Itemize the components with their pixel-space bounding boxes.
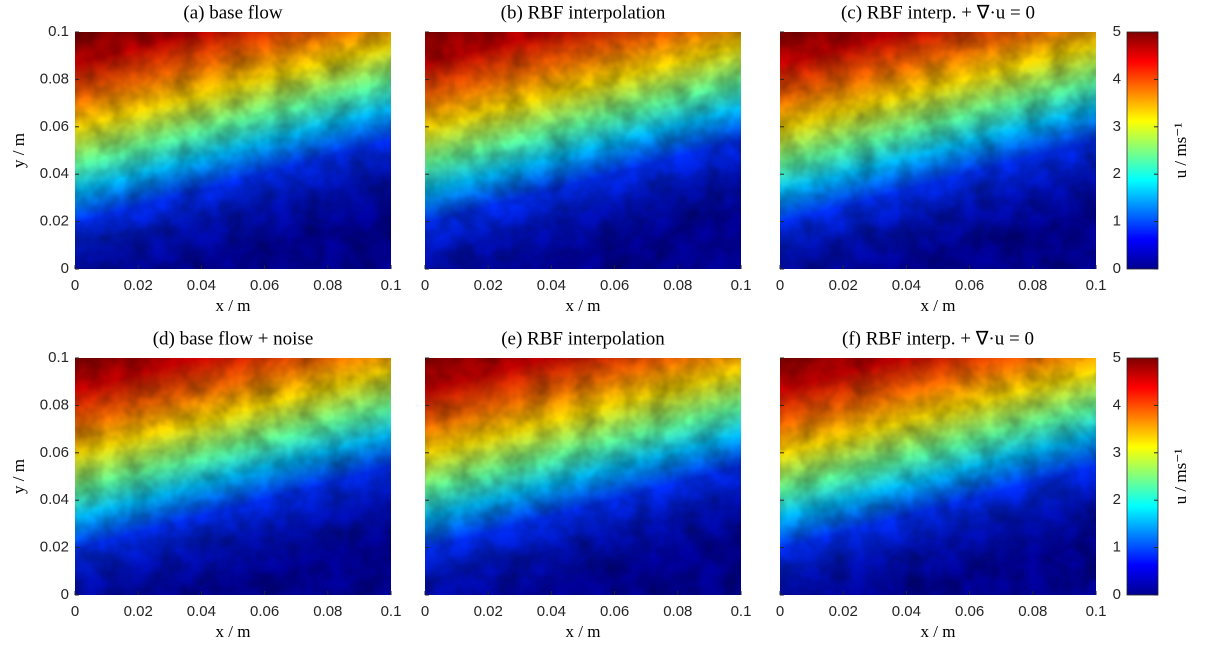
x-axis-label: x / m (921, 296, 956, 315)
x-tick-label: 0.02 (124, 603, 153, 620)
y-tick-label: 0.06 (40, 444, 69, 461)
y-tick-label: 0.08 (40, 396, 69, 413)
x-tick-label: 0.08 (1018, 603, 1047, 620)
x-tick-label: 0.1 (731, 603, 752, 620)
panel-title: (c) RBF interp. + ∇·u = 0 (841, 2, 1035, 23)
x-tick-label: 0 (776, 277, 784, 294)
x-tick-label: 0.06 (250, 277, 279, 294)
colorbar-tick-label: 1 (1113, 539, 1121, 556)
x-axis-label: x / m (921, 622, 956, 641)
x-tick-label: 0.06 (600, 277, 629, 294)
panel-title: (b) RBF interpolation (501, 2, 666, 23)
y-tick-label: 0.1 (48, 23, 69, 40)
colorbar-tick-label: 4 (1113, 70, 1121, 87)
panel-title: (e) RBF interpolation (501, 328, 665, 349)
colorbar (1126, 357, 1159, 596)
y-tick-label: 0.06 (40, 118, 69, 135)
colorbar (1126, 31, 1159, 270)
x-tick-label: 0.1 (731, 277, 752, 294)
x-tick-label: 0.04 (187, 277, 216, 294)
colorbar-tick-label: 2 (1113, 165, 1121, 182)
x-tick-label: 0 (421, 277, 429, 294)
x-tick-label: 0.1 (1086, 603, 1107, 620)
x-tick-label: 0.04 (537, 603, 566, 620)
x-tick-label: 0 (421, 603, 429, 620)
x-tick-label: 0.06 (600, 603, 629, 620)
panel-title: (d) base flow + noise (153, 328, 314, 349)
y-tick-label: 0.04 (40, 491, 69, 508)
x-tick-label: 0.04 (892, 603, 921, 620)
x-tick-label: 0.06 (955, 277, 984, 294)
x-axis-label: x / m (216, 296, 251, 315)
y-tick-label: 0.04 (40, 165, 69, 182)
panel-title: (f) RBF interp. + ∇·u = 0 (842, 328, 1034, 349)
heatmap-texture (425, 32, 741, 269)
x-tick-label: 0.1 (381, 603, 402, 620)
y-tick-label: 0.02 (40, 539, 69, 556)
x-tick-label: 0.02 (829, 277, 858, 294)
x-axis-label: x / m (566, 296, 601, 315)
x-tick-label: 0.08 (663, 603, 692, 620)
y-axis-label: y / m (9, 459, 28, 494)
colorbar-tick-label: 1 (1113, 213, 1121, 230)
x-axis-label: x / m (566, 622, 601, 641)
colorbar-tick-label: 3 (1113, 444, 1121, 461)
colorbar-tick-label: 5 (1113, 23, 1121, 40)
x-tick-label: 0.02 (829, 603, 858, 620)
heatmap-texture (425, 358, 741, 595)
x-tick-label: 0 (71, 277, 79, 294)
colorbar-tick-label: 2 (1113, 491, 1121, 508)
y-tick-label: 0 (61, 260, 69, 277)
x-axis-label: x / m (216, 622, 251, 641)
x-tick-label: 0.06 (250, 603, 279, 620)
y-tick-label: 0.1 (48, 349, 69, 366)
x-tick-label: 0.1 (1086, 277, 1107, 294)
heatmap-texture (75, 32, 391, 269)
x-tick-label: 0.04 (892, 277, 921, 294)
x-tick-label: 0.02 (474, 603, 503, 620)
x-tick-label: 0.08 (663, 277, 692, 294)
colorbar-label: u / ms⁻¹ (1171, 123, 1190, 179)
heatmap-texture (780, 358, 1096, 595)
x-tick-label: 0.04 (187, 603, 216, 620)
panel-title: (a) base flow (183, 2, 282, 23)
x-tick-label: 0.08 (313, 603, 342, 620)
x-tick-label: 0.02 (124, 277, 153, 294)
x-tick-label: 0.02 (474, 277, 503, 294)
x-tick-label: 0 (71, 603, 79, 620)
y-axis-label: y / m (9, 133, 28, 168)
colorbar-tick-label: 5 (1113, 349, 1121, 366)
y-tick-label: 0.08 (40, 70, 69, 87)
x-tick-label: 0.08 (313, 277, 342, 294)
y-tick-label: 0.02 (40, 213, 69, 230)
x-tick-label: 0.04 (537, 277, 566, 294)
colorbar-tick-label: 0 (1113, 586, 1121, 603)
colorbar-tick-label: 4 (1113, 396, 1121, 413)
heatmap-texture (75, 358, 391, 595)
colorbar-label: u / ms⁻¹ (1171, 449, 1190, 505)
x-tick-label: 0.06 (955, 603, 984, 620)
x-tick-label: 0.08 (1018, 277, 1047, 294)
heatmap-texture (780, 32, 1096, 269)
y-tick-label: 0 (61, 586, 69, 603)
x-tick-label: 0 (776, 603, 784, 620)
colorbar-tick-label: 3 (1113, 118, 1121, 135)
colorbar-tick-label: 0 (1113, 260, 1121, 277)
x-tick-label: 0.1 (381, 277, 402, 294)
